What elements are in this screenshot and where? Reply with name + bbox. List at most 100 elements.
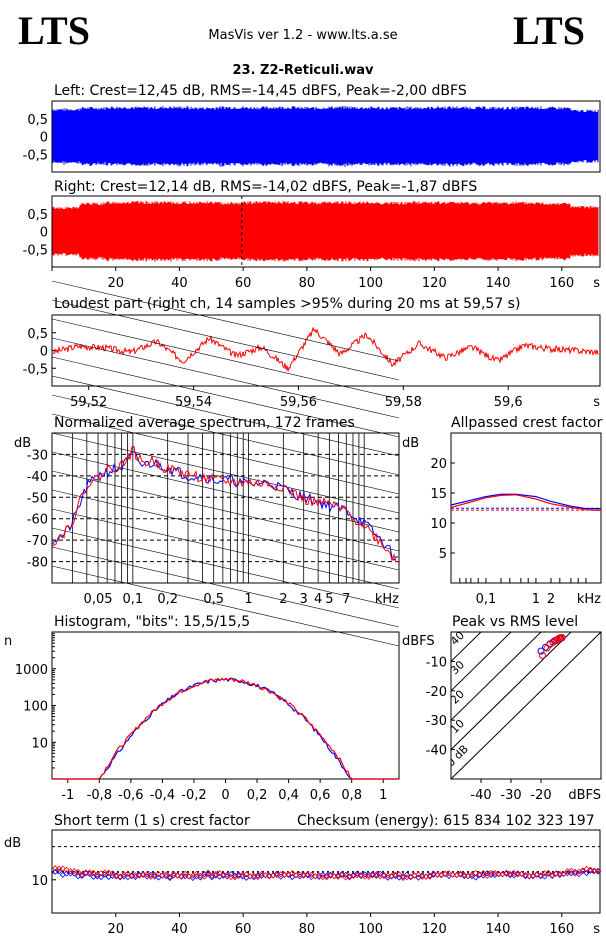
crest-right-point <box>270 872 277 879</box>
crest-right-point <box>124 870 131 877</box>
crest-left-point <box>595 868 602 875</box>
crest-right-point <box>442 870 449 877</box>
y-tick-label: 10 <box>430 517 447 532</box>
crest-right-point <box>487 869 495 877</box>
crest-left-point <box>67 870 74 877</box>
y-tick-label: -50 <box>27 491 48 506</box>
crest-right-point <box>216 869 223 877</box>
crest-left-point <box>109 872 116 880</box>
crest-right-point <box>55 865 63 872</box>
crest-left-point <box>572 868 579 876</box>
crest-right-point <box>422 873 430 880</box>
x-tick-label: 100 <box>358 922 383 937</box>
plot-frame <box>450 631 602 780</box>
crest-left-point <box>461 873 468 880</box>
x-tick-label: 5 <box>325 592 333 607</box>
right-waveform-trace <box>52 201 599 262</box>
checksum-text: Checksum (energy): 615 834 102 323 197 <box>297 813 595 829</box>
x-tick-label: 59,54 <box>175 395 212 410</box>
crest-right-point <box>480 870 487 877</box>
crest-right-point <box>201 873 208 880</box>
slope-line <box>51 299 400 381</box>
crest-right-point <box>289 870 296 877</box>
lts-logo-right: LTS <box>513 8 585 53</box>
crest-line <box>451 632 482 662</box>
x-tick-label: 0,2 <box>247 788 268 803</box>
crest-right-point <box>495 870 502 877</box>
x-tick-label: -0,8 <box>87 788 112 803</box>
allpass-panel-title: Allpassed crest factor <box>451 415 603 431</box>
x-unit-label: s <box>593 922 600 937</box>
crest-right-point <box>162 871 170 878</box>
y-tick-label: -40 <box>426 744 447 759</box>
crest-right-point <box>556 870 563 877</box>
crest-right-point <box>568 867 575 874</box>
crest-left-point <box>136 871 143 878</box>
plot-frame <box>51 631 400 780</box>
allpassed-crest-panel: dB 20 15 10 5 0,1 1 2 kHz <box>402 432 602 607</box>
crest-left-point <box>78 872 86 879</box>
slope-line <box>51 413 400 495</box>
crest-right-point <box>595 867 602 874</box>
crest-right-point <box>319 874 326 881</box>
plot-frame <box>51 432 400 584</box>
crest-left-point <box>55 868 63 875</box>
y-tick-label: 5 <box>439 547 447 562</box>
y-tick-label: -70 <box>27 534 48 549</box>
slope-line <box>51 394 400 476</box>
x-tick-label: 60 <box>235 276 252 291</box>
x-tick-label: -0,4 <box>150 788 175 803</box>
crest-left-point <box>170 872 177 879</box>
crest-right-point <box>384 872 391 879</box>
x-tick-label: 0,2 <box>157 592 178 607</box>
slope-line <box>51 451 400 533</box>
x-tick-label: 59,58 <box>385 395 422 410</box>
histogram-left-trace <box>52 677 398 780</box>
crest-right-point <box>52 865 59 872</box>
slope-line <box>51 489 400 571</box>
x-tick-label: 59,6 <box>494 395 523 410</box>
crest-line <box>451 632 601 779</box>
x-axis-label: dBFS <box>568 788 601 803</box>
allpass-left-curve <box>450 493 601 510</box>
crest-left-point <box>575 871 583 878</box>
y-axis-label: n <box>4 634 12 649</box>
x-tick-label: 140 <box>486 922 511 937</box>
y-tick-label: 1000 <box>15 663 48 678</box>
crest-left-point <box>258 872 265 879</box>
crest-right-point <box>243 871 250 878</box>
crest-right-point <box>182 870 189 877</box>
x-tick-label: 2 <box>279 592 287 607</box>
slope-line <box>51 375 400 457</box>
y-tick-label: 15 <box>430 487 447 502</box>
crest-right-point <box>415 871 422 878</box>
y-tick-label: -40 <box>27 470 48 485</box>
left-waveform-panel: 0,5 0 -0,5 <box>23 100 601 173</box>
crest-right-point <box>434 871 441 878</box>
y-tick-label: 0,5 <box>27 113 48 128</box>
x-tick-label: 140 <box>486 276 511 291</box>
crest-right-point <box>380 872 388 879</box>
app-title: MasVis ver 1.2 - www.lts.a.se <box>208 28 397 43</box>
slope-line <box>51 337 400 419</box>
x-tick-label: -20 <box>530 788 551 803</box>
y-axis-label: dB <box>402 436 419 451</box>
allpass-right-curve <box>450 494 602 511</box>
x-tick-label: 120 <box>422 922 447 937</box>
crest-right-point <box>400 874 407 881</box>
crest-right-point <box>449 871 456 878</box>
crest-left-point <box>166 874 173 882</box>
y-tick-label: -10 <box>426 655 447 670</box>
crest-left-point <box>549 872 556 880</box>
loudest-trace <box>52 326 599 372</box>
crest-left-point <box>564 870 571 877</box>
crest-left-point <box>430 871 437 878</box>
y-tick-label: -60 <box>27 513 48 528</box>
y-tick-label: 0 <box>40 226 48 241</box>
crest-right-point <box>335 873 342 880</box>
crest-right-point <box>426 873 433 880</box>
crest-left-point <box>380 871 388 879</box>
x-tick-label: -30 <box>500 788 521 803</box>
